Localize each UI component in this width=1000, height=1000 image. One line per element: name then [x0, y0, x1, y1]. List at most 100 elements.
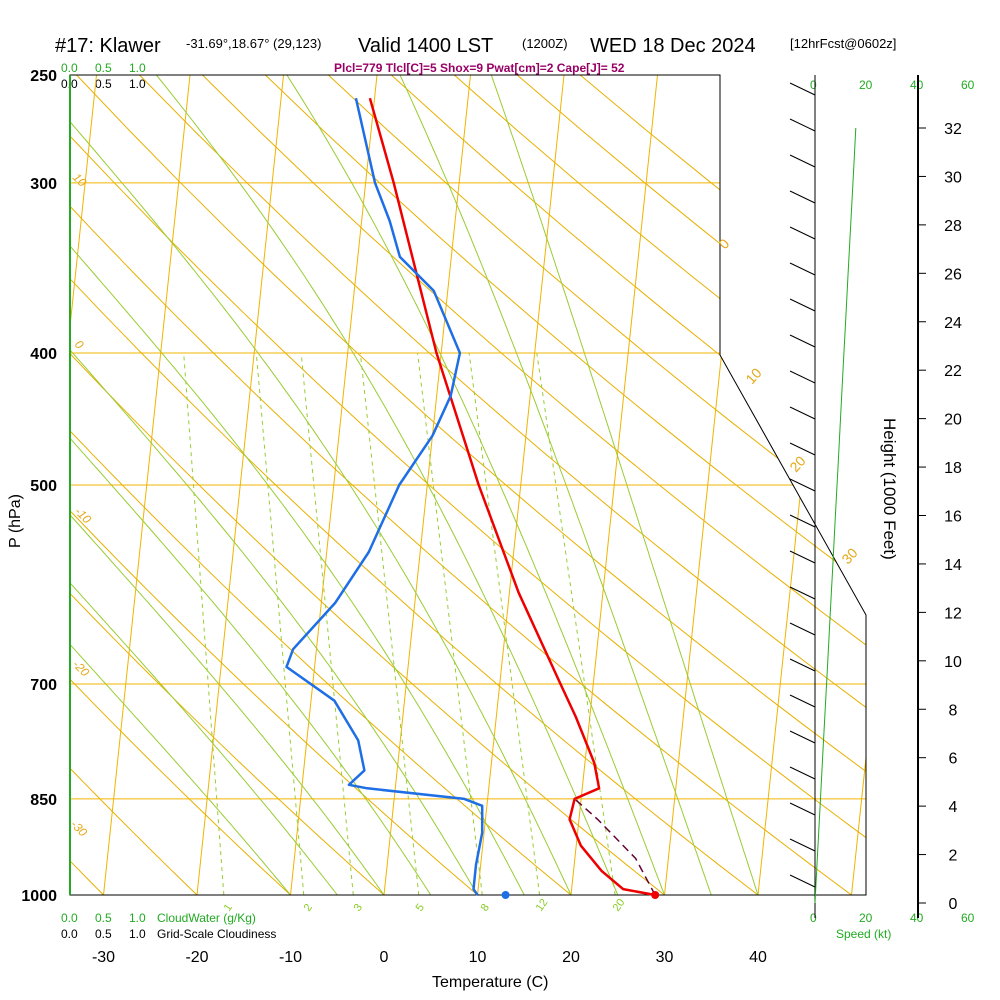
- cloudiness-tick-bottom-1: 0.5: [95, 927, 112, 941]
- speed-tick-top-2: 40: [910, 78, 924, 92]
- speed-tick-bottom-2: 40: [910, 911, 924, 925]
- height-tick-label: 20: [944, 412, 962, 429]
- wind-barb: [789, 514, 816, 528]
- wind-barb: [789, 298, 816, 312]
- height-tick-label: 30: [944, 169, 962, 186]
- dry-adiabat-line: [70, 75, 385, 895]
- cloudiness-tick-top-2: 1.0: [129, 77, 146, 91]
- wind-barb: [789, 262, 816, 276]
- mixing-ratio-line: [359, 352, 420, 895]
- dry-adiabat-label: -30: [68, 817, 90, 839]
- isotherm-label: 0: [715, 235, 732, 252]
- wind-barb: [789, 802, 816, 816]
- moist-adiabat-line: [490, 75, 759, 895]
- forecast-info: [12hrFcst@0602z]: [790, 36, 896, 51]
- station-title: #17: Klawer: [55, 35, 161, 57]
- cloud-scale-top: 0.0 0.5 1.0 0.0 0.5 1.0: [61, 61, 146, 91]
- mixing-ratio-label: 8: [479, 902, 492, 914]
- speed-tick-top-0: 0: [810, 78, 817, 92]
- chart-curves: [285, 97, 660, 899]
- mixing-ratio-label: 2: [302, 902, 315, 914]
- x-tick-label: -20: [185, 949, 208, 966]
- isotherm-label: 20: [786, 453, 808, 475]
- y-axis-label: P (hPa): [7, 494, 24, 548]
- moist-adiabat-line: [70, 75, 432, 895]
- wind-barb: [789, 694, 816, 708]
- wind-barb: [789, 118, 816, 132]
- height-tick-label: 2: [949, 848, 958, 865]
- x-tick-label: -10: [279, 949, 302, 966]
- wind-barb: [789, 478, 816, 492]
- wind-barb: [789, 334, 816, 348]
- wind-barb: [789, 154, 816, 168]
- mixing-ratio-line: [536, 352, 616, 895]
- speed-scale: 0 20 40 60 0 20 40 60 Speed (kt): [810, 78, 975, 941]
- moist-adiabat-line: [286, 75, 665, 895]
- wind-speed-profile-line: [814, 127, 857, 904]
- cloudiness-label: Grid-Scale Cloudiness: [157, 927, 276, 941]
- isotherm-label: 10: [742, 365, 764, 387]
- valid-time: Valid 1400 LST: [358, 35, 493, 57]
- dry-adiabat-line: [70, 75, 759, 895]
- wind-barb: [789, 406, 816, 420]
- mixing-ratio-line: [183, 352, 225, 895]
- cloudwater-tick-bottom-0: 0.0: [61, 911, 78, 925]
- height-tick-label: 28: [944, 218, 962, 235]
- x-tick-label: 10: [469, 949, 487, 966]
- valid-date: WED 18 Dec 2024: [590, 35, 756, 57]
- wind-barb: [789, 82, 816, 96]
- sounding-params: Plcl=779 Tlcl[C]=5 Shox=9 Pwat[cm]=2 Cap…: [334, 61, 625, 75]
- x-tick-label: 40: [749, 949, 767, 966]
- cloudwater-tick-top-2: 1.0: [129, 61, 146, 75]
- dry-adiabat-line: [328, 75, 866, 895]
- height-tick-label: 32: [944, 121, 962, 138]
- pressure-tick-label: 850: [30, 792, 57, 809]
- dry-adiabat-line: [139, 75, 866, 895]
- moist-adiabat-line: [70, 75, 338, 895]
- pressure-tick-label: 700: [30, 677, 57, 694]
- height-tick-label: 6: [949, 751, 958, 768]
- wind-barb: [789, 550, 816, 564]
- cloudiness-tick-top-1: 0.5: [95, 77, 112, 91]
- dry-adiabat-line: [0, 75, 10, 895]
- moist-adiabat-line: [70, 75, 291, 895]
- height-axis-label: Height (1000 Feet): [880, 418, 899, 560]
- series-temperature-line: [368, 97, 656, 897]
- moist-adiabat-line: [70, 75, 385, 895]
- dry-adiabat-line: [70, 75, 198, 895]
- mixing-ratio-label: 20: [611, 897, 628, 914]
- dry-adiabat-line: [202, 75, 866, 895]
- dry-adiabat-line: [265, 75, 866, 895]
- height-tick-label: 4: [949, 799, 958, 816]
- height-tick-label: 16: [944, 509, 962, 526]
- mixing-ratio-label: 3: [352, 902, 365, 914]
- wind-barb: [789, 838, 816, 852]
- moist-adiabat-line: [399, 75, 712, 895]
- height-tick-label: 12: [944, 605, 962, 622]
- x-tick-label: 20: [562, 949, 580, 966]
- isotherm-label: 30: [838, 545, 860, 567]
- speed-tick-bottom-0: 0: [810, 911, 817, 925]
- pressure-tick-label: 250: [30, 68, 57, 85]
- moist-adiabat-line: [70, 75, 478, 895]
- wind-barb: [789, 622, 816, 636]
- moist-adiabat-line: [70, 75, 572, 895]
- dry-adiabat-label: -10: [72, 504, 94, 526]
- cloudiness-tick-bottom-0: 0.0: [61, 927, 78, 941]
- cloudwater-label: CloudWater (g/Kg): [157, 911, 256, 925]
- mixing-ratio-line: [417, 352, 483, 895]
- height-tick-label: 18: [944, 460, 962, 477]
- height-tick-label: 10: [944, 654, 962, 671]
- cloudwater-tick-bottom-1: 0.5: [95, 911, 112, 925]
- cloudwater-tick-top-1: 0.5: [95, 61, 112, 75]
- dry-adiabat-line: [70, 75, 852, 895]
- x-tick-label: 30: [656, 949, 674, 966]
- series-dewpoint-line: [285, 97, 484, 896]
- wind-barb: [789, 766, 816, 780]
- wind-barb: [789, 190, 816, 204]
- dry-adiabat-line: [70, 75, 866, 895]
